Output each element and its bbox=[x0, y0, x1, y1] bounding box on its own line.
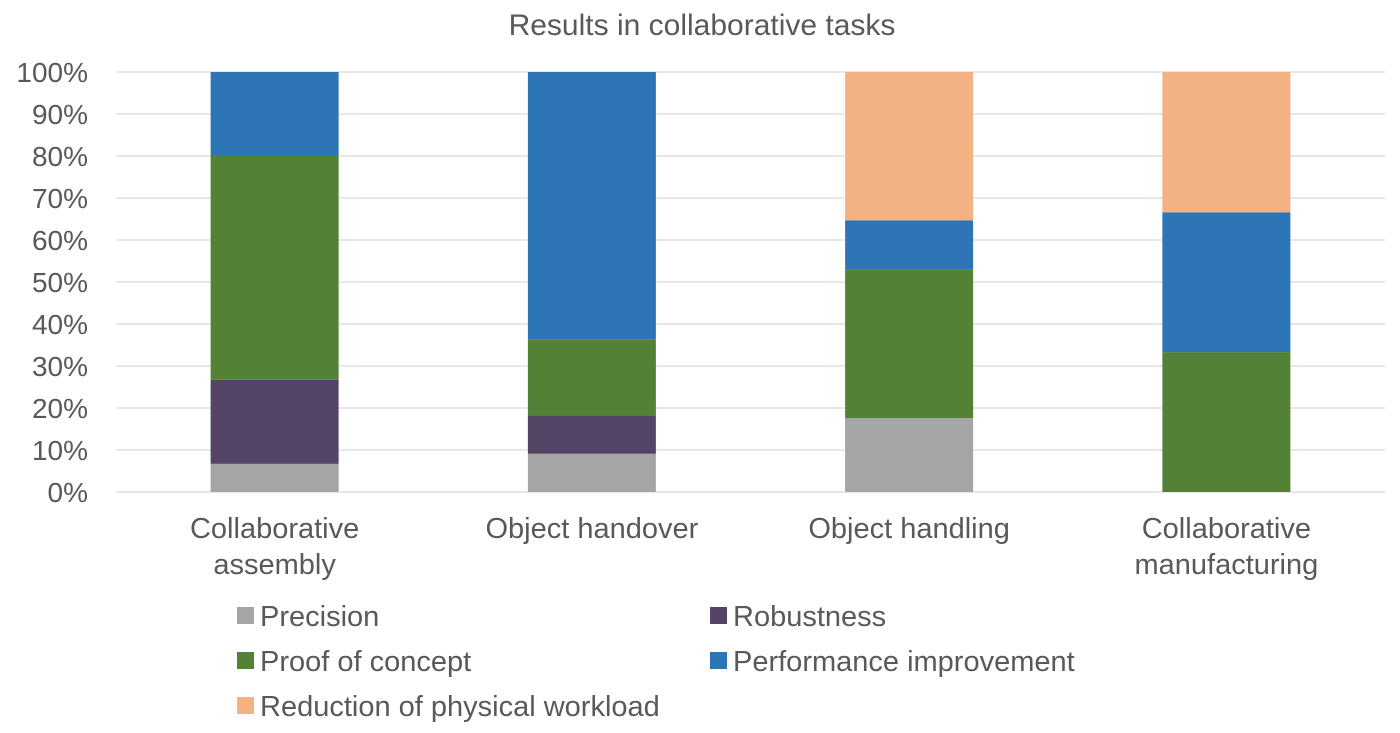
bar-segment bbox=[527, 72, 656, 340]
bar-segment bbox=[527, 339, 656, 416]
legend-label: Robustness bbox=[733, 601, 886, 633]
legend-swatch bbox=[710, 652, 727, 669]
y-tick-label: 90% bbox=[32, 99, 88, 130]
bar-segment bbox=[1162, 352, 1291, 492]
y-axis-ticks: 0% 10% 20% 30% 40% 50% 60% 70% 80% 90% 100% bbox=[16, 57, 88, 508]
bar-segment bbox=[1162, 212, 1291, 353]
bar-segment bbox=[845, 418, 974, 492]
bar-segment bbox=[210, 156, 339, 380]
bar-segment bbox=[210, 72, 339, 156]
chart-title: Results in collaborative tasks bbox=[509, 9, 896, 42]
legend-label: Precision bbox=[260, 601, 379, 633]
bar-segment bbox=[1162, 72, 1291, 213]
legend: Precision Robustness Proof of concept Perfo… bbox=[237, 601, 1075, 723]
bar-segment bbox=[527, 415, 656, 454]
bar-segment bbox=[210, 379, 339, 464]
y-tick-label: 10% bbox=[32, 435, 88, 466]
bar-segment bbox=[845, 269, 974, 419]
y-tick-label: 20% bbox=[32, 393, 88, 424]
legend-label: Proof of concept bbox=[260, 646, 471, 678]
x-category-label: Collaborative bbox=[1142, 513, 1311, 545]
bar-segment bbox=[845, 72, 974, 221]
bar-segment bbox=[210, 463, 339, 492]
y-tick-label: 30% bbox=[32, 351, 88, 382]
x-category-label: Object handling bbox=[808, 513, 1010, 545]
legend-label: Reduction of physical workload bbox=[260, 691, 660, 723]
y-tick-label: 70% bbox=[32, 183, 88, 214]
bars bbox=[210, 72, 1291, 492]
legend-swatch bbox=[710, 607, 727, 624]
y-tick-label: 100% bbox=[16, 57, 88, 88]
x-category-label: assembly bbox=[213, 549, 336, 581]
bar-segment bbox=[845, 220, 974, 270]
y-tick-label: 40% bbox=[32, 309, 88, 340]
y-tick-label: 50% bbox=[32, 267, 88, 298]
y-tick-label: 0% bbox=[48, 477, 88, 508]
legend-swatch bbox=[237, 652, 254, 669]
y-tick-label: 80% bbox=[32, 141, 88, 172]
x-axis-categories: Collaborative assembly Object handover Obje… bbox=[190, 513, 1318, 581]
legend-swatch bbox=[237, 697, 254, 714]
x-category-label: manufacturing bbox=[1134, 549, 1318, 581]
x-category-label: Object handover bbox=[485, 513, 698, 545]
x-category-label: Collaborative bbox=[190, 513, 359, 545]
legend-label: Performance improvement bbox=[733, 646, 1075, 678]
legend-swatch bbox=[237, 607, 254, 624]
bar-segment bbox=[527, 453, 656, 492]
y-tick-label: 60% bbox=[32, 225, 88, 256]
